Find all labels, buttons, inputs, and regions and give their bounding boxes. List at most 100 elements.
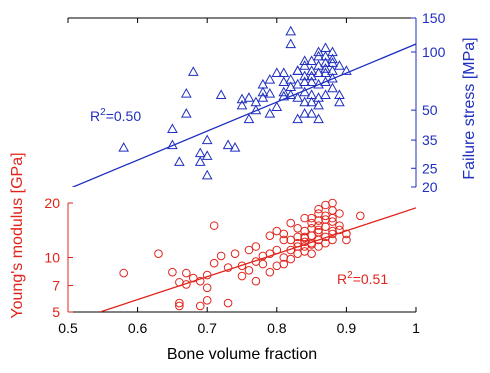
youngs-modulus-tick-label: 20 [44,195,60,211]
failure-stress-point-0 [118,142,130,152]
youngs-modulus-point-1 [154,249,163,258]
youngs-modulus-point-32 [272,226,282,236]
youngs-modulus-point-33 [272,245,282,255]
youngs-modulus-tick-label: 7 [52,278,60,294]
youngs-modulus-point-85 [335,225,344,235]
youngs-modulus-point-2 [168,267,177,277]
youngs-modulus-point-84 [335,209,344,218]
failure-stress-r2-sup: 2 [100,107,106,118]
failure-stress-fit-line [71,43,416,187]
failure-stress-point-55 [306,108,317,118]
youngs-modulus-point-7 [182,268,191,278]
youngs-modulus-point-61 [307,218,316,228]
failure-stress-point-71 [320,89,331,99]
youngs-modulus-point-45 [293,249,302,258]
youngs-modulus-point-0 [119,268,128,278]
youngs-modulus-point-13 [202,283,212,293]
failure-stress-point-80 [334,89,345,99]
youngs-modulus-point-12 [202,270,212,280]
youngs-modulus-point-31 [265,249,275,258]
youngs-modulus-point-41 [286,218,296,228]
youngs-modulus-point-14 [209,221,219,230]
youngs-modulus-r2-prefix: R [337,271,347,287]
youngs-modulus-point-36 [279,235,289,245]
youngs-modulus-point-55 [307,231,316,240]
failure-stress-point-15 [236,93,248,104]
failure-stress-tick-label: 50 [422,102,438,118]
youngs-modulus-point-78 [328,206,337,215]
failure-stress-point-2 [167,123,178,133]
failure-stress-point-26 [264,74,276,84]
failure-stress-r2-annotation: R2=0.50 [90,107,141,124]
youngs-modulus-point-15 [209,258,219,268]
failure-stress-point-54 [306,76,317,87]
youngs-modulus-point-29 [265,267,275,277]
youngs-modulus-point-81 [328,198,337,208]
youngs-modulus-point-62 [314,225,323,235]
failure-stress-point-45 [299,96,310,107]
failure-stress-point-40 [292,113,304,124]
failure-stress-point-79 [334,60,345,70]
x-tick-label: 0.6 [128,320,148,336]
youngs-modulus-r2-annotation: R2=0.51 [337,270,388,287]
youngs-modulus-point-34 [272,261,282,271]
youngs-modulus-point-66 [314,209,323,218]
youngs-modulus-point-68 [314,221,323,230]
youngs-modulus-point-16 [216,251,226,261]
failure-stress-point-63 [313,99,324,110]
failure-stress-point-76 [327,53,338,64]
failure-stress-tick-label: 100 [422,44,446,60]
x-axis-label: Bone volume fraction [167,346,317,363]
failure-stress-point-30 [278,76,290,87]
failure-stress-point-3 [174,156,185,166]
youngs-modulus-axis-label: Young's modulus [GPa] [9,152,26,318]
failure-stress-point-72 [327,46,338,57]
failure-stress-point-53 [306,65,317,75]
youngs-modulus-point-23 [244,265,254,275]
failure-stress-point-17 [243,113,255,124]
youngs-modulus-point-82 [328,235,337,245]
youngs-modulus-point-17 [223,263,233,272]
youngs-modulus-point-10 [195,301,205,311]
youngs-modulus-point-69 [314,204,323,214]
failure-stress-point-6 [187,66,199,76]
failure-stress-point-31 [278,90,290,101]
failure-stress-point-46 [299,76,310,87]
youngs-modulus-point-18 [223,298,233,308]
youngs-modulus-point-22 [244,245,254,255]
failure-stress-point-60 [313,78,324,89]
failure-stress-point-9 [201,134,213,145]
failure-stress-point-10 [201,169,213,180]
failure-stress-point-62 [313,50,324,61]
youngs-modulus-point-79 [328,229,337,239]
youngs-modulus-r2-value: =0.51 [353,271,389,287]
failure-stress-axis-label: Failure stress [MPa] [461,37,478,179]
youngs-modulus-point-8 [188,273,198,283]
failure-stress-point-16 [236,99,248,110]
youngs-modulus-tick-label: 10 [44,250,60,266]
youngs-modulus-point-11 [202,296,212,305]
youngs-modulus-point-42 [286,254,296,264]
failure-stress-point-29 [278,86,290,97]
failure-stress-point-43 [299,55,310,65]
youngs-modulus-tick-label: 5 [52,304,60,320]
youngs-modulus-point-19 [230,249,240,258]
failure-stress-tick-label: 150 [422,10,446,26]
failure-stress-tick-label: 35 [422,132,438,148]
failure-stress-point-11 [201,150,213,160]
failure-stress-point-23 [257,78,269,89]
failure-stress-point-13 [222,139,234,150]
youngs-modulus-point-80 [328,213,337,223]
failure-stress-point-42 [292,65,304,75]
failure-stress-point-66 [320,63,331,73]
failure-stress-panel: 20 25 35 50 100 150 Failure stress [MPa] R2=0.5… [67,10,478,195]
youngs-modulus-point-53 [300,242,309,251]
youngs-modulus-point-64 [314,216,323,225]
youngs-modulus-point-3 [175,298,184,308]
youngs-modulus-point-59 [307,249,316,258]
youngs-modulus-point-86 [342,229,351,239]
failure-stress-point-75 [327,72,338,83]
failure-stress-point-7 [194,147,206,158]
youngs-modulus-point-39 [286,245,296,255]
failure-stress-point-78 [334,96,345,107]
